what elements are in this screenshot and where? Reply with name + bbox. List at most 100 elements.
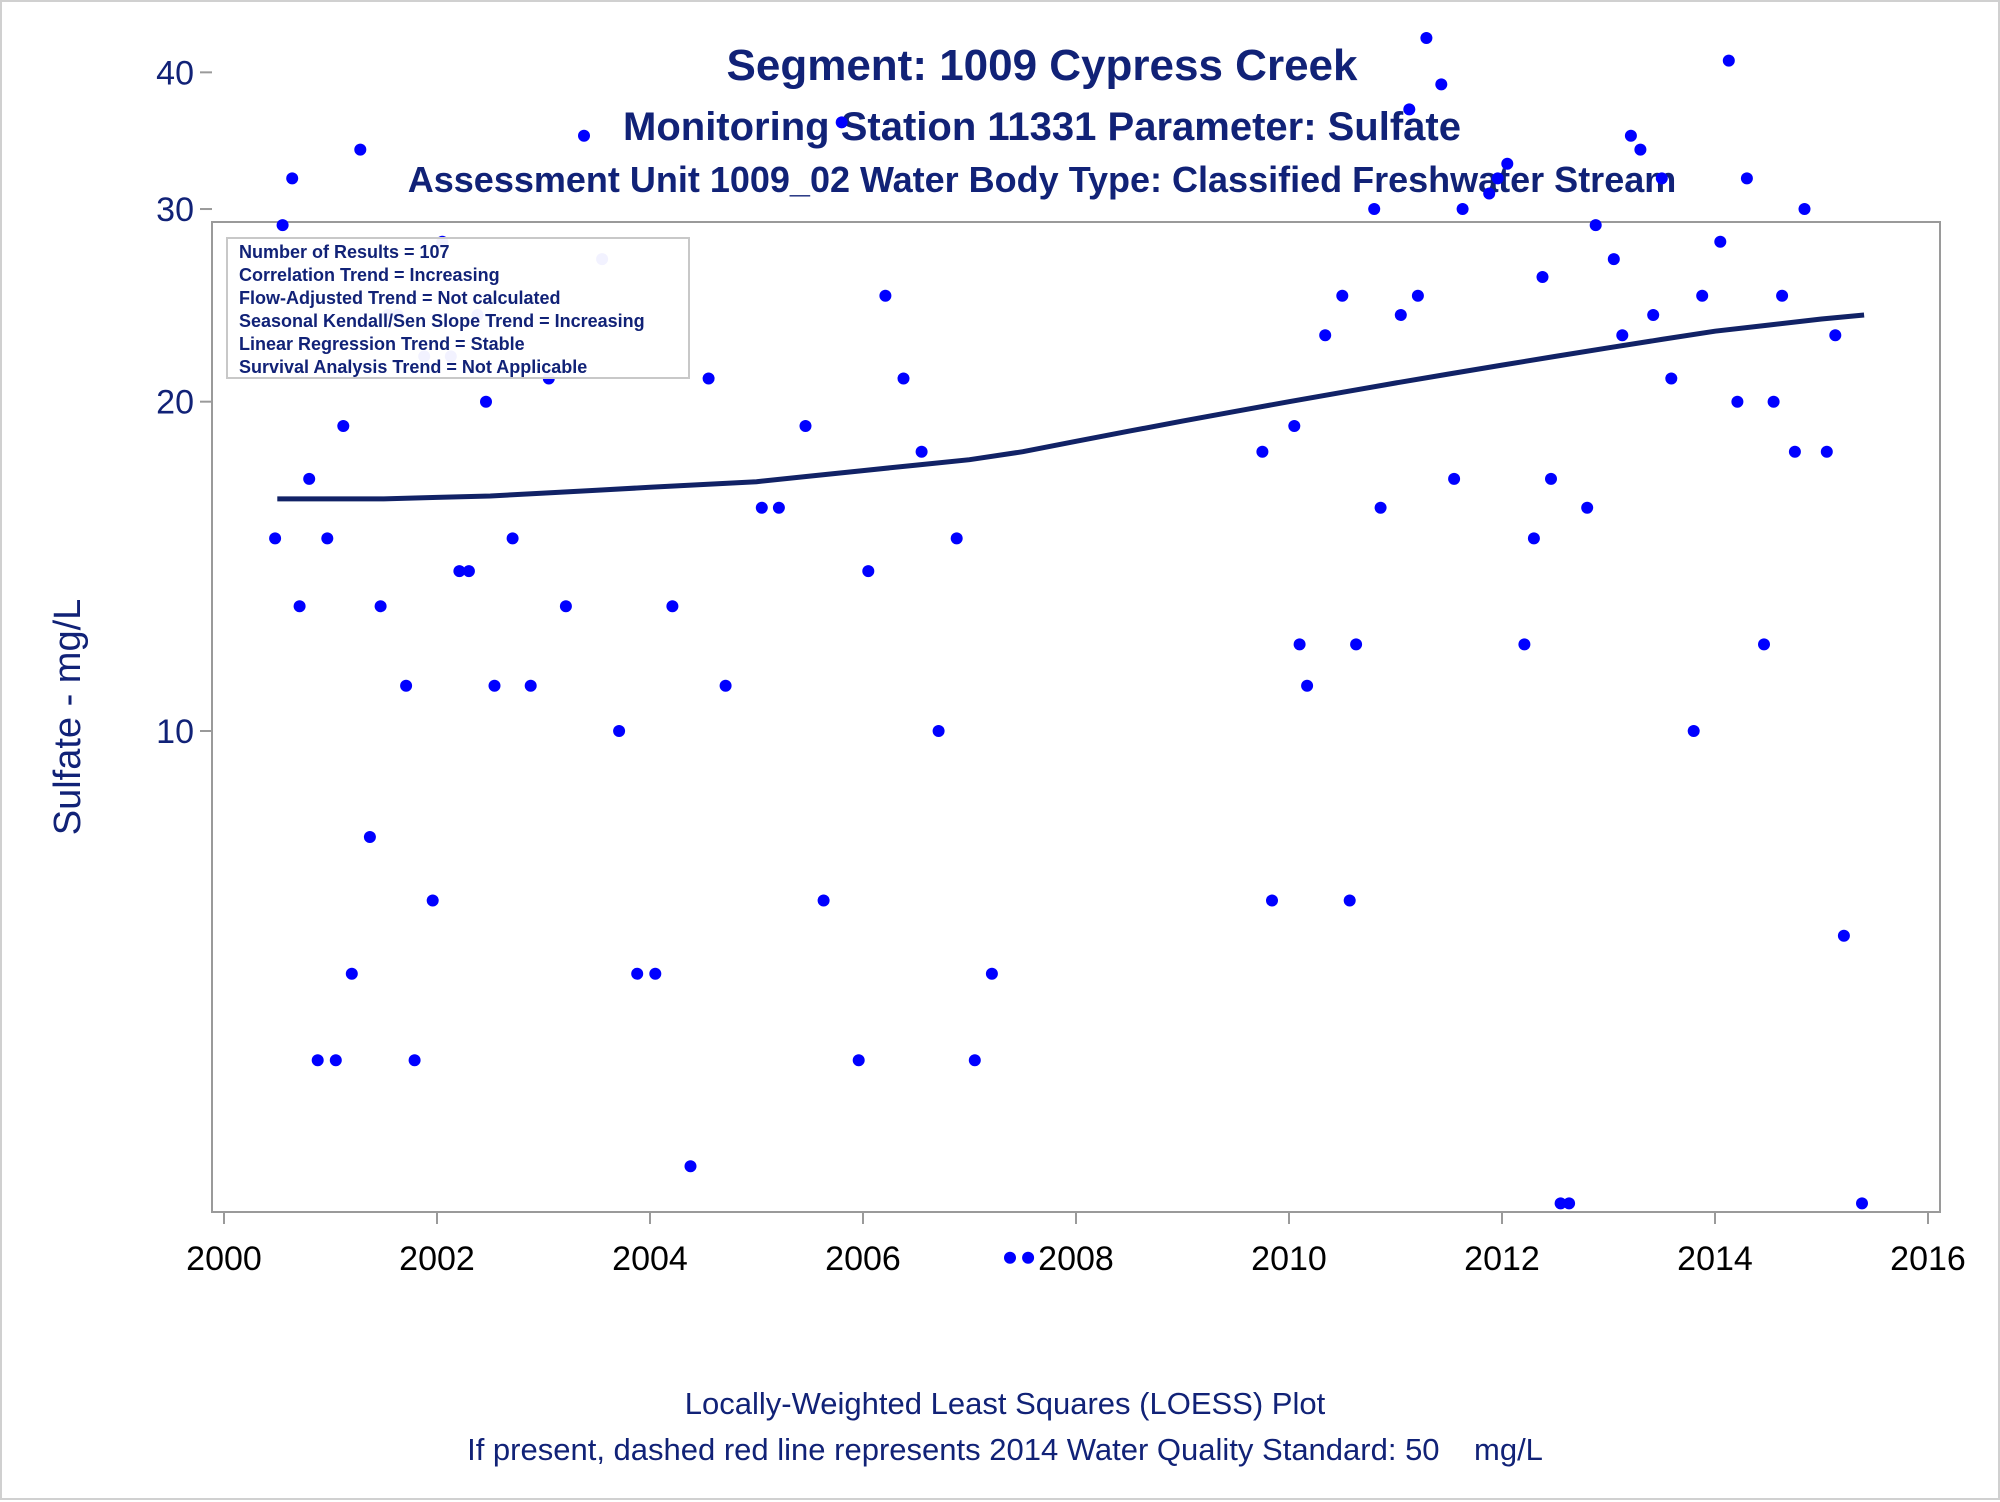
x-tick-label-2000: 2000 bbox=[186, 1240, 262, 1278]
data-point-35 bbox=[649, 967, 662, 980]
stats-box-border bbox=[226, 237, 690, 379]
data-point-104 bbox=[1820, 445, 1833, 458]
data-point-99 bbox=[1758, 638, 1770, 651]
data-point-2 bbox=[276, 219, 289, 232]
data-point-79 bbox=[1527, 532, 1540, 545]
data-point-12 bbox=[363, 831, 376, 843]
data-point-44 bbox=[817, 894, 830, 907]
data-point-107 bbox=[1856, 1197, 1868, 1210]
data-point-48 bbox=[879, 289, 892, 302]
data-point-6 bbox=[311, 1054, 324, 1067]
data-points bbox=[269, 32, 1868, 1264]
footnote-standard: If present, dashed red line represents 2… bbox=[467, 1432, 1543, 1467]
x-axis: 2000 2002 2004 2006 2008 2010 2012 2014 2016 bbox=[186, 1212, 1966, 1278]
data-point-45 bbox=[835, 116, 848, 129]
data-point-91 bbox=[1655, 172, 1668, 185]
stats-survival-analysis-trend: Survival Analysis Trend = Not Applicable bbox=[239, 357, 587, 377]
data-point-43 bbox=[799, 420, 812, 432]
data-point-55 bbox=[1004, 1251, 1016, 1264]
data-point-53 bbox=[968, 1054, 981, 1067]
data-point-51 bbox=[932, 725, 945, 737]
y-axis: 1020304050 bbox=[156, 54, 212, 751]
data-point-61 bbox=[1301, 679, 1314, 692]
data-point-33 bbox=[613, 725, 626, 737]
data-point-78 bbox=[1518, 638, 1531, 651]
data-point-69 bbox=[1403, 103, 1416, 116]
stats-correlation-trend: Correlation Trend = Increasing bbox=[239, 265, 500, 285]
data-point-65 bbox=[1350, 638, 1363, 651]
data-point-72 bbox=[1435, 78, 1448, 91]
data-point-26 bbox=[488, 679, 501, 692]
data-point-41 bbox=[772, 501, 785, 514]
data-point-106 bbox=[1837, 929, 1850, 942]
data-point-67 bbox=[1374, 501, 1387, 514]
data-point-90 bbox=[1647, 309, 1660, 321]
data-point-102 bbox=[1788, 445, 1801, 458]
data-point-8 bbox=[329, 1054, 342, 1067]
data-point-84 bbox=[1581, 501, 1594, 514]
data-point-58 bbox=[1266, 894, 1278, 907]
data-point-52 bbox=[950, 532, 963, 545]
data-point-93 bbox=[1687, 725, 1700, 737]
data-point-37 bbox=[684, 1160, 697, 1173]
data-point-7 bbox=[321, 532, 334, 545]
data-point-63 bbox=[1336, 289, 1349, 302]
data-point-50 bbox=[915, 445, 928, 458]
data-point-23 bbox=[462, 565, 475, 578]
data-point-74 bbox=[1456, 203, 1469, 215]
data-point-68 bbox=[1394, 309, 1407, 321]
x-tick-label-2014: 2014 bbox=[1677, 1240, 1753, 1278]
chart-subtitle-assessment: Assessment Unit 1009_02 Water Body Type:… bbox=[408, 159, 1677, 200]
data-point-77 bbox=[1501, 157, 1514, 170]
data-point-64 bbox=[1343, 894, 1356, 907]
data-point-96 bbox=[1722, 54, 1735, 67]
data-point-54 bbox=[985, 967, 998, 980]
data-point-94 bbox=[1696, 289, 1709, 302]
footnote-loess: Locally-Weighted Least Squares (LOESS) P… bbox=[685, 1386, 1326, 1421]
data-point-34 bbox=[631, 967, 644, 980]
data-point-27 bbox=[506, 532, 519, 545]
data-point-10 bbox=[345, 967, 358, 980]
y-axis-label: Sulfate - mg/L bbox=[47, 599, 89, 836]
data-point-38 bbox=[702, 372, 715, 385]
y-tick-label-30: 30 bbox=[156, 191, 194, 229]
data-point-59 bbox=[1288, 420, 1301, 432]
data-point-95 bbox=[1714, 235, 1727, 248]
x-tick-label-2006: 2006 bbox=[825, 1240, 901, 1278]
data-point-60 bbox=[1293, 638, 1306, 651]
data-point-80 bbox=[1536, 271, 1549, 283]
x-tick-label-2002: 2002 bbox=[399, 1240, 475, 1278]
y-tick-label-10: 10 bbox=[156, 713, 194, 751]
data-point-75 bbox=[1483, 187, 1496, 200]
stats-box: Number of Results = 107 Correlation Tren… bbox=[226, 237, 690, 379]
data-point-87 bbox=[1616, 329, 1629, 342]
data-point-5 bbox=[303, 472, 316, 485]
data-point-83 bbox=[1563, 1197, 1576, 1210]
data-point-16 bbox=[400, 679, 413, 692]
data-point-92 bbox=[1665, 372, 1678, 385]
x-tick-label-2012: 2012 bbox=[1464, 1240, 1540, 1278]
x-tick-label-2008: 2008 bbox=[1038, 1240, 1114, 1278]
stats-linear-regression-trend: Linear Regression Trend = Stable bbox=[239, 334, 525, 354]
data-point-76 bbox=[1491, 172, 1504, 185]
data-point-11 bbox=[354, 143, 367, 156]
data-point-57 bbox=[1256, 445, 1269, 458]
data-point-49 bbox=[897, 372, 910, 385]
data-point-86 bbox=[1607, 253, 1620, 266]
data-point-19 bbox=[426, 894, 439, 907]
data-point-85 bbox=[1589, 219, 1602, 232]
data-point-9 bbox=[337, 420, 350, 432]
data-point-56 bbox=[1022, 1251, 1035, 1264]
x-tick-label-2010: 2010 bbox=[1251, 1240, 1327, 1278]
data-point-103 bbox=[1798, 203, 1811, 215]
data-point-88 bbox=[1624, 129, 1637, 142]
data-point-70 bbox=[1411, 289, 1424, 302]
data-point-28 bbox=[524, 679, 537, 692]
data-point-82 bbox=[1554, 1197, 1567, 1210]
data-point-1 bbox=[269, 532, 282, 545]
data-point-97 bbox=[1731, 395, 1744, 408]
data-point-98 bbox=[1740, 172, 1753, 185]
data-point-62 bbox=[1319, 329, 1332, 342]
x-tick-label-2004: 2004 bbox=[612, 1240, 688, 1278]
data-point-17 bbox=[408, 1054, 421, 1067]
